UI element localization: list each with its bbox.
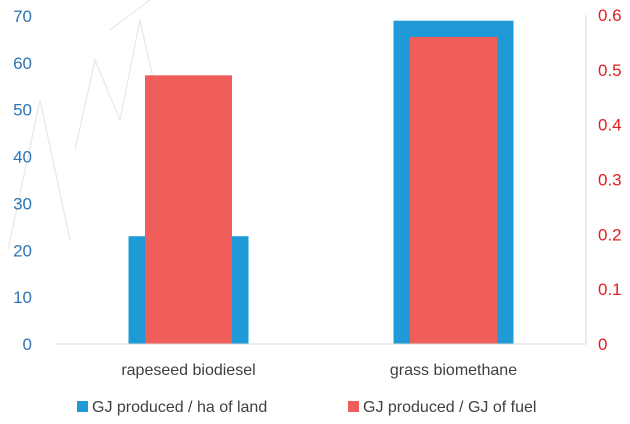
y-axis-right: 0 0.1 0.2 0.3 0.4 0.5 0.6	[585, 6, 622, 354]
legend: GJ produced / ha of land GJ produced / GJ…	[77, 399, 536, 416]
y-right-tick-label: 0.2	[598, 225, 622, 244]
y-left-tick-label: 60	[13, 54, 32, 73]
y-axis-left: 0 10 20 30 40 50 60 70	[13, 7, 32, 354]
y-right-tick-label: 0.6	[598, 6, 622, 25]
bars	[128, 20, 514, 345]
x-category-label: grass biomethane	[390, 362, 517, 379]
y-left-tick-label: 20	[13, 241, 32, 260]
legend-label: GJ produced / GJ of fuel	[363, 399, 536, 416]
y-left-tick-label: 10	[13, 288, 32, 307]
x-axis-categories: rapeseed biodiesel grass biomethane	[121, 362, 517, 379]
y-right-tick-label: 0.3	[598, 171, 622, 190]
legend-swatch	[348, 401, 359, 412]
y-left-tick-label: 70	[13, 7, 32, 26]
y-right-tick-label: 0.5	[598, 61, 622, 80]
bar-fuel-0	[145, 75, 232, 345]
watermark	[7, 0, 161, 251]
y-left-tick-label: 30	[13, 194, 32, 213]
y-right-tick-label: 0.1	[598, 280, 622, 299]
y-right-tick-label: 0	[598, 335, 607, 354]
x-category-label: rapeseed biodiesel	[121, 362, 255, 379]
legend-label: GJ produced / ha of land	[92, 399, 267, 416]
y-right-tick-label: 0.4	[598, 116, 622, 135]
watermark-stroke-2	[109, 0, 151, 31]
legend-swatch	[77, 401, 88, 412]
watermark-stroke-0	[7, 99, 71, 251]
y-left-tick-label: 50	[13, 101, 32, 120]
watermark-stroke-1	[74, 19, 161, 151]
bar-fuel-1	[410, 36, 497, 344]
y-left-tick-label: 40	[13, 148, 32, 167]
y-left-tick-label: 0	[23, 335, 32, 354]
